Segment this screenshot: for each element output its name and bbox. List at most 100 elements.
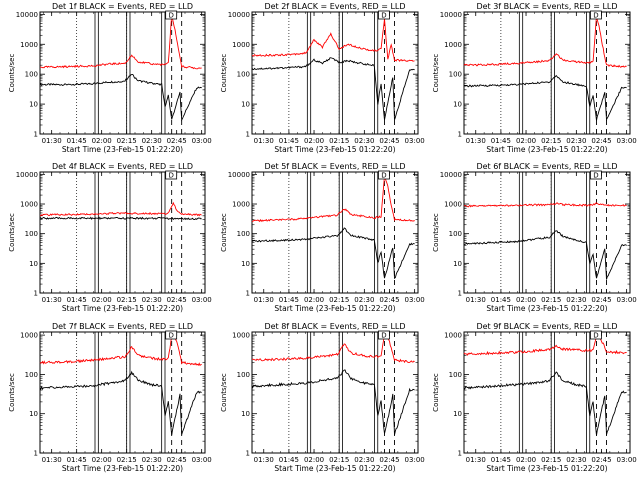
x-axis-label: Start Time (23-Feb-15 01:22:20): [62, 304, 183, 313]
series-line-lld: [252, 175, 415, 223]
x-tick-label: 03:00: [192, 296, 212, 304]
panel-title: Det 1f BLACK = Events, RED = LLD: [52, 2, 193, 11]
x-tick-label: 01:30: [466, 137, 486, 145]
flag-box: [165, 10, 178, 20]
series-line-lld: [463, 202, 627, 208]
series-line-events: [463, 230, 627, 280]
x-tick-label: 02:45: [167, 296, 187, 304]
y-tick-label: 1: [246, 450, 250, 458]
x-tick-label: 03:00: [617, 456, 637, 464]
flag-label: D: [593, 12, 598, 20]
series-line-events: [39, 216, 202, 221]
plot-frame: [251, 171, 419, 294]
x-tick-label: 02:45: [591, 137, 611, 145]
y-tick-label: 100: [449, 71, 462, 79]
flag-label: D: [168, 172, 173, 180]
flag-box: [165, 330, 178, 340]
y-tick-label: 10: [29, 260, 38, 268]
y-tick-label: 1: [34, 131, 38, 139]
panel-title: Det 5f BLACK = Events, RED = LLD: [264, 162, 405, 171]
y-tick-label: 1: [34, 450, 38, 458]
y-tick-label: 1000: [232, 332, 250, 340]
x-axis-label: Start Time (23-Feb-15 01:22:20): [62, 464, 183, 473]
x-axis-label: Start Time (23-Feb-15 01:22:20): [274, 145, 395, 154]
y-axis-label: Counts/sec: [432, 54, 440, 93]
flag-label: D: [168, 12, 173, 20]
y-tick-label: 100: [25, 71, 38, 79]
x-tick-label: 01:30: [466, 456, 486, 464]
x-tick-label: 02:00: [92, 296, 112, 304]
x-tick-label: 02:00: [516, 137, 536, 145]
x-tick-label: 01:45: [279, 456, 299, 464]
series-line-events: [464, 74, 627, 122]
x-tick-label: 02:00: [516, 456, 536, 464]
y-tick-label: 10: [29, 410, 38, 418]
x-tick-label: 02:15: [117, 137, 137, 145]
x-tick-label: 02:45: [591, 456, 611, 464]
x-tick-label: 03:00: [617, 137, 637, 145]
flag-box: [590, 10, 602, 20]
x-tick-label: 01:30: [42, 296, 62, 304]
x-tick-label: 01:30: [254, 296, 274, 304]
x-axis-label: Start Time (23-Feb-15 01:22:20): [486, 464, 607, 473]
flag-label: D: [381, 12, 386, 20]
x-tick-label: 02:15: [329, 137, 349, 145]
y-tick-label: 1: [458, 131, 462, 139]
y-axis-label: Counts/sec: [8, 54, 16, 93]
x-tick-label: 02:45: [379, 137, 399, 145]
y-tick-label: 1: [34, 290, 38, 298]
panel-det-4f: Det 4f BLACK = Events, RED = LLD 1 10 100 10…: [8, 162, 212, 313]
series-line-events: [251, 227, 415, 280]
y-tick-label: 1000: [20, 41, 38, 49]
flag-label: D: [381, 332, 386, 340]
x-tick-label: 02:45: [379, 296, 399, 304]
x-tick-label: 03:00: [405, 456, 425, 464]
y-tick-label: 100: [237, 71, 250, 79]
y-tick-label: 1000: [444, 332, 462, 340]
panel-title: Det 8f BLACK = Events, RED = LLD: [264, 322, 405, 331]
x-axis-label: Start Time (23-Feb-15 01:22:20): [274, 304, 395, 313]
x-tick-label: 02:45: [167, 137, 187, 145]
panel-det-7f: Det 7f BLACK = Events, RED = LLD 1 10 100 10…: [8, 322, 212, 473]
x-tick-label: 01:45: [67, 296, 87, 304]
x-tick-label: 02:30: [142, 137, 162, 145]
panel-title: Det 2f BLACK = Events, RED = LLD: [264, 2, 405, 11]
series-line-lld: [463, 14, 627, 68]
series-line-lld: [252, 334, 415, 364]
x-tick-label: 01:45: [279, 137, 299, 145]
x-tick-label: 02:15: [117, 456, 137, 464]
y-tick-label: 10: [241, 410, 250, 418]
x-tick-label: 02:45: [167, 456, 187, 464]
x-tick-label: 02:15: [541, 137, 561, 145]
x-axis-label: Start Time (23-Feb-15 01:22:20): [62, 145, 183, 154]
y-tick-label: 1: [246, 290, 250, 298]
plot-frame: [251, 11, 419, 135]
panel-det-6f: Det 6f BLACK = Events, RED = LLD 1 10 100 10…: [432, 162, 637, 313]
y-tick-label: 100: [237, 230, 250, 238]
panel-det-9f: Det 9f BLACK = Events, RED = LLD 1 10 100 10…: [432, 322, 637, 473]
series-line-events: [251, 369, 415, 436]
series-line-lld: [251, 19, 415, 63]
panel-det-3f: Det 3f BLACK = Events, RED = LLD 1 10 100 10…: [432, 2, 637, 154]
flag-box: [378, 170, 390, 180]
x-tick-label: 01:45: [67, 456, 87, 464]
y-tick-label: 10000: [16, 171, 38, 179]
y-axis-label: Counts/sec: [220, 213, 228, 252]
y-tick-label: 1000: [444, 201, 462, 209]
y-tick-label: 1: [246, 131, 250, 139]
panel-det-1f: Det 1f BLACK = Events, RED = LLD 1 10 100 10…: [8, 2, 212, 154]
flag-box: [378, 330, 390, 340]
x-tick-label: 03:00: [617, 296, 637, 304]
x-tick-label: 01:30: [42, 137, 62, 145]
x-tick-label: 02:00: [304, 296, 324, 304]
x-tick-label: 02:30: [142, 296, 162, 304]
x-tick-label: 02:30: [566, 456, 586, 464]
plot-frame: [463, 11, 631, 135]
series-line-lld: [463, 333, 627, 356]
flag-label: D: [593, 172, 598, 180]
flag-label: D: [168, 332, 173, 340]
panel-title: Det 4f BLACK = Events, RED = LLD: [52, 162, 193, 171]
y-tick-label: 10: [241, 101, 250, 109]
y-tick-label: 1000: [20, 332, 38, 340]
y-tick-label: 1000: [232, 201, 250, 209]
